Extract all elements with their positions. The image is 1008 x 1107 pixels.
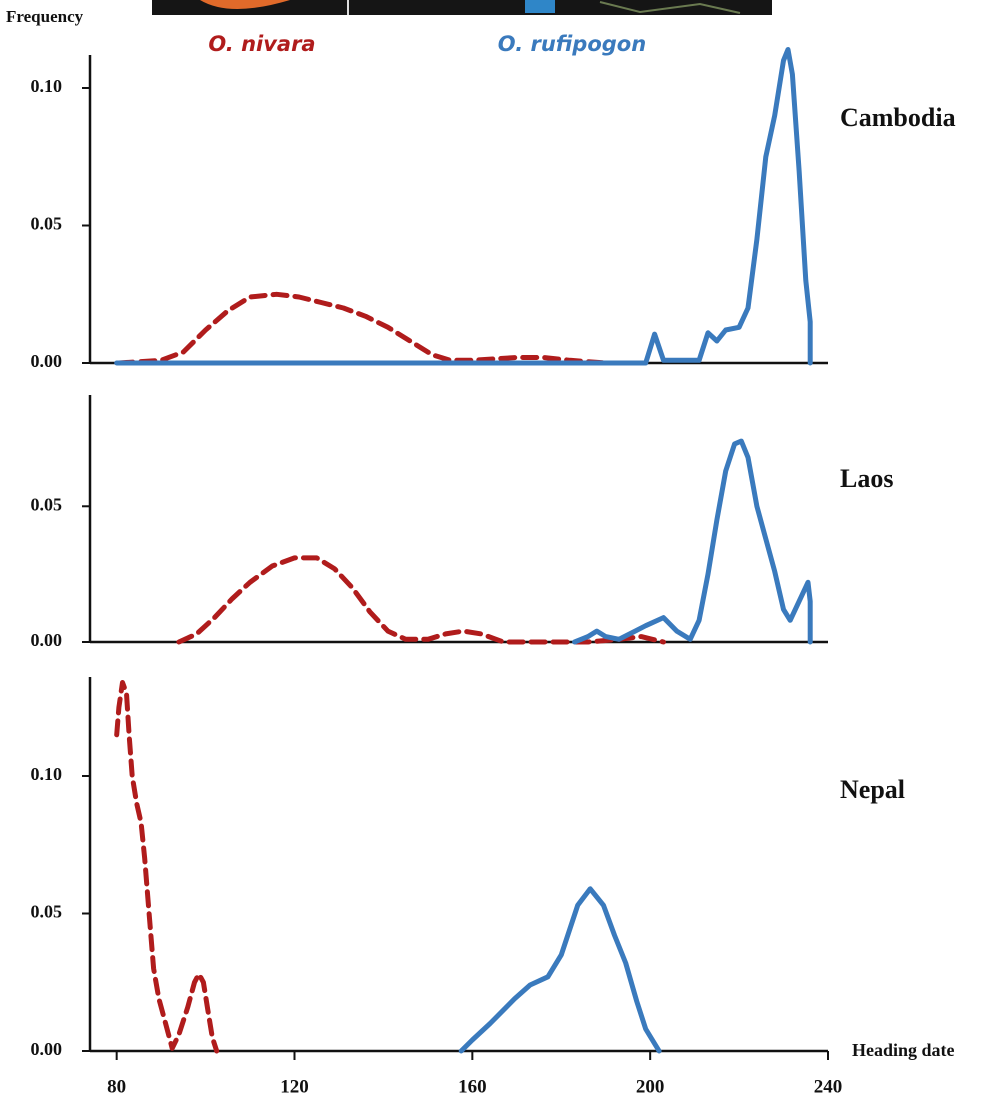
y-tick-label: 0.00 bbox=[31, 630, 63, 650]
x-tick-label: 160 bbox=[458, 1076, 487, 1097]
y-tick-label: 0.00 bbox=[31, 351, 63, 371]
x-tick-label: 120 bbox=[280, 1076, 309, 1097]
x-tick-label: 80 bbox=[107, 1076, 126, 1097]
y-axis-label: Frequency bbox=[6, 7, 84, 26]
y-tick-label: 0.10 bbox=[31, 764, 63, 784]
photo-strip bbox=[152, 0, 772, 15]
legend-label: O. nivara bbox=[208, 32, 315, 56]
panel-title: Cambodia bbox=[840, 103, 956, 132]
y-tick-label: 0.05 bbox=[31, 494, 63, 514]
panel-title: Nepal bbox=[840, 775, 905, 804]
density-line bbox=[572, 438, 813, 645]
density-line bbox=[114, 680, 220, 1054]
density-line bbox=[114, 47, 813, 366]
x-tick-label: 240 bbox=[814, 1076, 843, 1097]
density-line bbox=[176, 555, 666, 645]
y-tick-label: 0.05 bbox=[31, 214, 63, 234]
legend-label: O. rufipogon bbox=[498, 32, 646, 56]
x-tick-label: 200 bbox=[636, 1076, 665, 1097]
density-line bbox=[458, 886, 662, 1054]
y-tick-label: 0.05 bbox=[31, 902, 63, 922]
y-tick-label: 0.10 bbox=[31, 76, 63, 96]
y-tick-label: 0.00 bbox=[31, 1039, 63, 1059]
x-axis-label: Heading date bbox=[852, 1040, 955, 1060]
panel-title: Laos bbox=[840, 464, 893, 493]
density-line bbox=[116, 291, 609, 366]
